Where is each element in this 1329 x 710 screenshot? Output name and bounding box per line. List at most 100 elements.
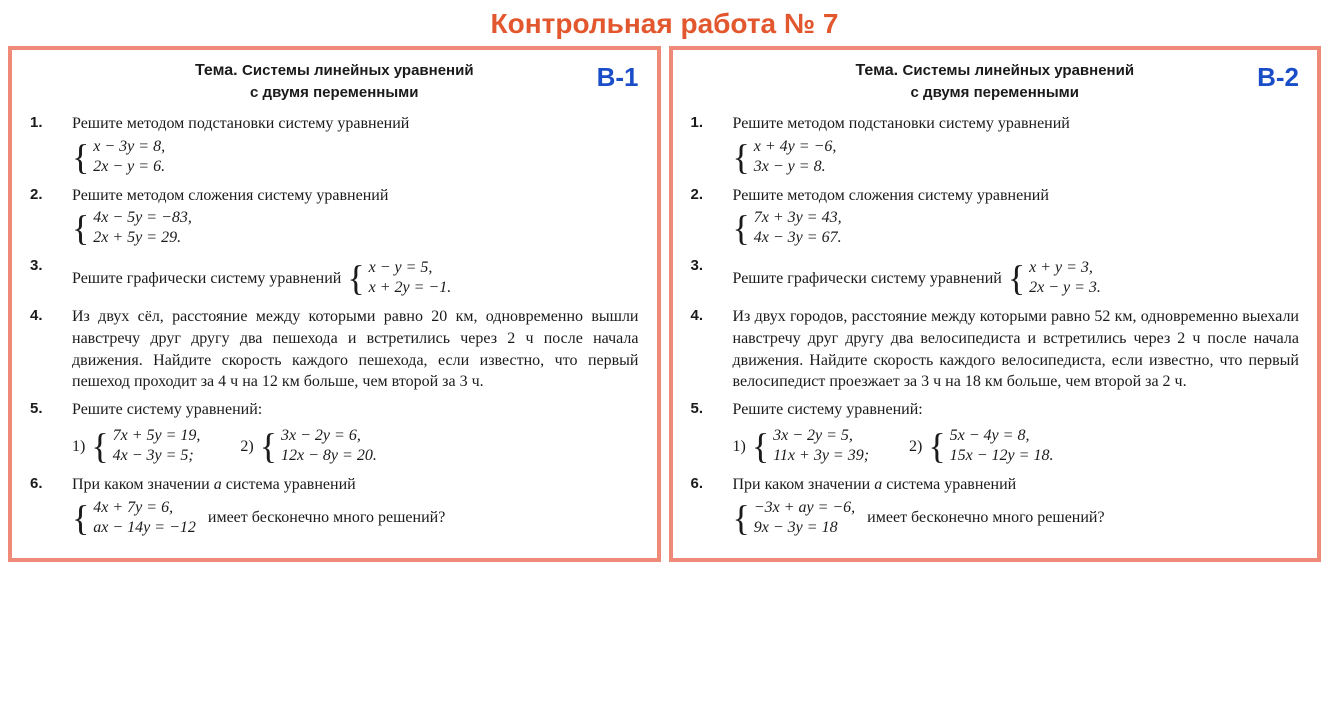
equation-line: 7x + 3y = 43, (754, 208, 842, 228)
task-text: Решите методом подстановки систему уравн… (72, 113, 639, 135)
brace-icon: { (733, 212, 750, 244)
equation-line: 12x − 8y = 20. (281, 446, 377, 466)
equation-line: x + 4y = −6, (754, 137, 837, 157)
task-list: Решите методом подстановки систему уравн… (691, 113, 1300, 540)
task-1: Решите методом подстановки систему уравн… (691, 113, 1300, 179)
variant-label-2: В-2 (1257, 60, 1299, 95)
task-list: Решите методом подстановки систему уравн… (30, 113, 639, 540)
task-text: Решите систему уравнений: (733, 399, 1300, 421)
task-5: Решите систему уравнений: 1) { 7x + 5y =… (30, 399, 639, 469)
equation-line: 3x − 2y = 5, (773, 426, 869, 446)
brace-icon: { (260, 430, 277, 462)
task-6: При каком значении a система уравнений {… (691, 474, 1300, 540)
brace-icon: { (733, 502, 750, 534)
brace-icon: { (928, 430, 945, 462)
equation-line: 4x − 3y = 5; (113, 446, 201, 466)
task-text: Решите систему уравнений: (72, 399, 639, 421)
task-4: Из двух городов, расстояние между которы… (691, 306, 1300, 392)
equation-system: { −3x + ay = −6, 9x − 3y = 18 (733, 498, 856, 538)
equation-line: ax − 14y = −12 (93, 518, 196, 538)
theme-line1: Системы линейных уравнений (903, 62, 1135, 79)
variant-label-1: В-1 (597, 60, 639, 95)
subtask-number: 1) (733, 436, 746, 458)
equation-system: { x + y = 3, 2x − y = 3. (1008, 258, 1101, 298)
equation-system: { x − 3y = 8, 2x − y = 6. (72, 137, 165, 177)
text-before: При каком значении (733, 476, 875, 493)
subtask-2: 2) { 5x − 4y = 8, 15x − 12y = 18. (909, 424, 1053, 468)
task-2: Решите методом сложения систему уравнени… (691, 185, 1300, 251)
brace-icon: { (347, 262, 364, 294)
brace-icon: { (72, 502, 89, 534)
subtask-number: 2) (240, 436, 253, 458)
task-text: Из двух сёл, расстояние между которыми р… (72, 306, 639, 392)
task-6: При каком значении a система уравнений {… (30, 474, 639, 540)
equation-line: 4x + 7y = 6, (93, 498, 196, 518)
equation-line: x − y = 5, (369, 258, 452, 278)
equation-system: { 3x − 2y = 5, 11x + 3y = 39; (752, 426, 869, 466)
equation-line: x + y = 3, (1029, 258, 1101, 278)
text-before: При каком значении (72, 476, 214, 493)
equation-system: { 4x + 7y = 6, ax − 14y = −12 (72, 498, 196, 538)
task-text: Решите методом подстановки систему уравн… (733, 113, 1300, 135)
task-text: Решите методом сложения систему уравнени… (72, 185, 639, 207)
theme-prefix: Тема. (855, 62, 898, 79)
brace-icon: { (752, 430, 769, 462)
equation-line: 3x − 2y = 6, (281, 426, 377, 446)
subtask-1: 1) { 3x − 2y = 5, 11x + 3y = 39; (733, 424, 870, 468)
variable-a: a (214, 476, 222, 493)
equation-system: { 5x − 4y = 8, 15x − 12y = 18. (928, 426, 1053, 466)
subtask-number: 2) (909, 436, 922, 458)
text-after: система уравнений (222, 476, 356, 493)
task-4: Из двух сёл, расстояние между которыми р… (30, 306, 639, 392)
equation-system: { x − y = 5, x + 2y = −1. (347, 258, 451, 298)
variants-container: В-1 Тема. Системы линейных уравнений с д… (0, 46, 1329, 570)
brace-icon: { (1008, 262, 1025, 294)
equation-line: 2x − y = 3. (1029, 278, 1101, 298)
page-title: Контрольная работа № 7 (0, 0, 1329, 46)
task-3: Решите графически систему уравнений { x … (30, 256, 639, 300)
subtask-1: 1) { 7x + 5y = 19, 4x − 3y = 5; (72, 424, 200, 468)
theme-block: Тема. Системы линейных уравнений с двумя… (691, 60, 1300, 103)
equation-line: 9x − 3y = 18 (754, 518, 855, 538)
equation-system: { x + 4y = −6, 3x − y = 8. (733, 137, 837, 177)
task-1: Решите методом подстановки систему уравн… (30, 113, 639, 179)
equation-line: 2x + 5y = 29. (93, 228, 192, 248)
brace-icon: { (91, 430, 108, 462)
task-5: Решите систему уравнений: 1) { 3x − 2y =… (691, 399, 1300, 469)
equation-line: 3x − y = 8. (754, 157, 837, 177)
task-text: При каком значении a система уравнений (733, 474, 1300, 496)
theme-block: Тема. Системы линейных уравнений с двумя… (30, 60, 639, 103)
brace-icon: { (733, 141, 750, 173)
equation-line: x − 3y = 8, (93, 137, 165, 157)
equation-line: 11x + 3y = 39; (773, 446, 869, 466)
task-text: Из двух городов, расстояние между которы… (733, 306, 1300, 392)
task-text: При каком значении a система уравнений (72, 474, 639, 496)
variant-panel-1: В-1 Тема. Системы линейных уравнений с д… (8, 46, 661, 562)
equation-line: 4x − 3y = 67. (754, 228, 842, 248)
theme-line1: Системы линейных уравнений (242, 62, 474, 79)
task-tail: имеет бесконечно много решений? (867, 507, 1104, 529)
task-3: Решите графически систему уравнений { x … (691, 256, 1300, 300)
task-2: Решите методом сложения систему уравнени… (30, 185, 639, 251)
equation-line: 2x − y = 6. (93, 157, 165, 177)
equation-line: −3x + ay = −6, (754, 498, 855, 518)
variant-panel-2: В-2 Тема. Системы линейных уравнений с д… (669, 46, 1322, 562)
equation-line: x + 2y = −1. (369, 278, 452, 298)
theme-line2: с двумя переменными (250, 84, 418, 101)
theme-line2: с двумя переменными (911, 84, 1079, 101)
brace-icon: { (72, 141, 89, 173)
brace-icon: { (72, 212, 89, 244)
task-text: Решите методом сложения систему уравнени… (733, 185, 1300, 207)
equation-system: { 3x − 2y = 6, 12x − 8y = 20. (260, 426, 377, 466)
equation-system: { 7x + 5y = 19, 4x − 3y = 5; (91, 426, 200, 466)
equation-line: 5x − 4y = 8, (950, 426, 1054, 446)
subtask-number: 1) (72, 436, 85, 458)
equation-line: 7x + 5y = 19, (113, 426, 201, 446)
task-tail: имеет бесконечно много решений? (208, 507, 445, 529)
equation-line: 4x − 5y = −83, (93, 208, 192, 228)
equation-line: 15x − 12y = 18. (950, 446, 1054, 466)
equation-system: { 7x + 3y = 43, 4x − 3y = 67. (733, 208, 842, 248)
theme-prefix: Тема. (195, 62, 238, 79)
task-text: Решите графически систему уравнений (733, 268, 1002, 290)
subtask-2: 2) { 3x − 2y = 6, 12x − 8y = 20. (240, 424, 376, 468)
